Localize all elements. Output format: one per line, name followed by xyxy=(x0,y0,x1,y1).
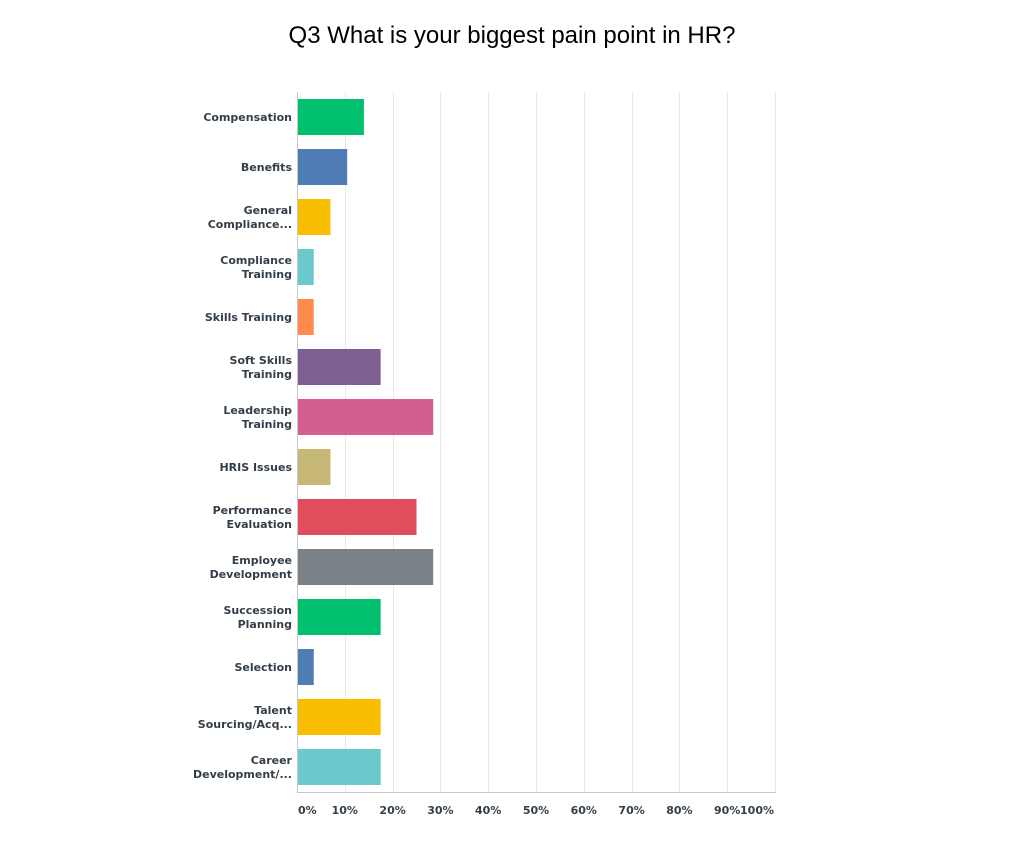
category-label-14: Career Development/... xyxy=(193,754,293,781)
gridlines xyxy=(345,92,776,792)
category-label-6: Soft Skills Training xyxy=(230,354,293,381)
category-labels: Compensation Benefits General Compliance...… xyxy=(193,111,293,781)
axes xyxy=(297,92,776,793)
category-label-13: Talent Sourcing/Acq... xyxy=(198,704,292,731)
category-label-7: Leadership Training xyxy=(223,404,292,431)
chart-title: Q3 What is your biggest pain point in HR… xyxy=(288,22,736,49)
bar-2[interactable] xyxy=(298,149,348,185)
category-label-10: Employee Development xyxy=(210,554,292,581)
category-label-5: Skills Training xyxy=(205,311,292,324)
x-tick-label-20: 20% xyxy=(379,804,405,817)
bar-7[interactable] xyxy=(298,399,434,435)
bar-13[interactable] xyxy=(298,699,381,735)
x-tick-label-70: 70% xyxy=(618,804,644,817)
bars xyxy=(298,99,434,785)
bar-11[interactable] xyxy=(298,599,381,635)
bar-3[interactable] xyxy=(298,199,331,235)
x-tick-label-90: 90% xyxy=(714,804,740,817)
x-tick-label-0: 0% xyxy=(298,804,317,817)
x-tick-label-10: 10% xyxy=(332,804,358,817)
x-tick-label-80: 80% xyxy=(666,804,692,817)
x-tick-label-60: 60% xyxy=(571,804,597,817)
x-tick-label-100: 100% xyxy=(740,804,774,817)
category-label-12: Selection xyxy=(234,661,292,674)
bar-8[interactable] xyxy=(298,449,331,485)
bar-6[interactable] xyxy=(298,349,381,385)
category-label-1: Compensation xyxy=(203,111,292,124)
bar-10[interactable] xyxy=(298,549,434,585)
x-tick-label-40: 40% xyxy=(475,804,501,817)
category-label-8: HRIS Issues xyxy=(219,461,292,474)
bar-1[interactable] xyxy=(298,99,364,135)
category-label-9: Performance Evaluation xyxy=(213,504,292,531)
x-tick-label-50: 50% xyxy=(523,804,549,817)
bar-14[interactable] xyxy=(298,749,381,785)
x-tick-label-30: 30% xyxy=(427,804,453,817)
category-label-4: Compliance Training xyxy=(220,254,292,281)
bar-12[interactable] xyxy=(298,649,314,685)
bar-4[interactable] xyxy=(298,249,314,285)
category-label-2: Benefits xyxy=(241,161,293,174)
category-label-3: General Compliance... xyxy=(208,204,292,231)
bar-5[interactable] xyxy=(298,299,314,335)
bar-9[interactable] xyxy=(298,499,417,535)
category-label-11: Succession Planning xyxy=(223,604,292,631)
tick-labels: 0% 10% 20% 30% 40% 50% 60% 70% 80% 90% 100% xyxy=(298,804,774,817)
